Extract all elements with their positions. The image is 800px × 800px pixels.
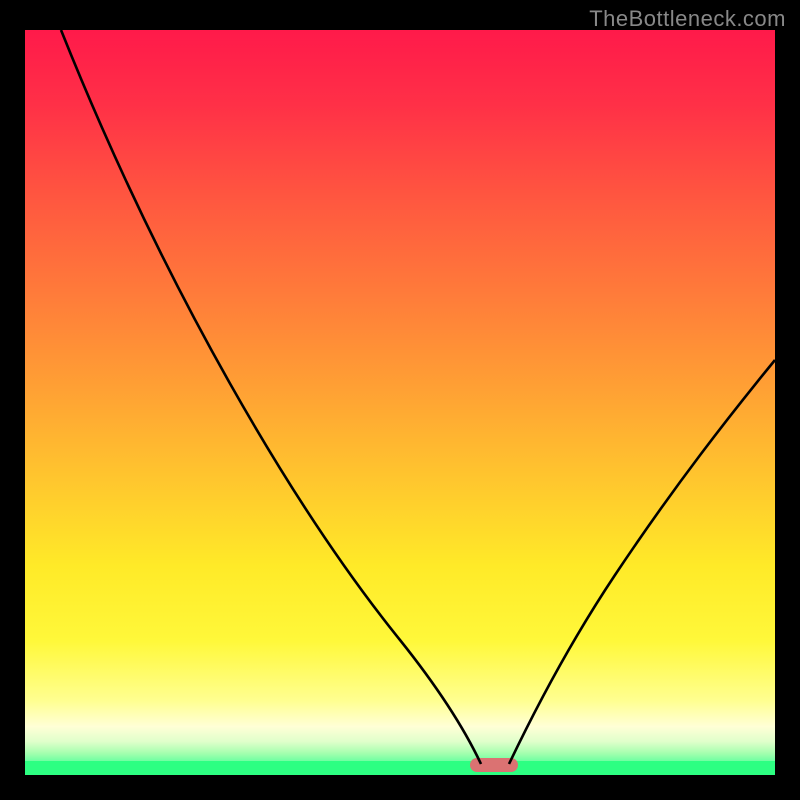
chart-container: TheBottleneck.com	[0, 0, 800, 800]
watermark-text: TheBottleneck.com	[589, 6, 786, 32]
plot-area	[25, 30, 775, 775]
bottleneck-curve	[25, 30, 775, 775]
